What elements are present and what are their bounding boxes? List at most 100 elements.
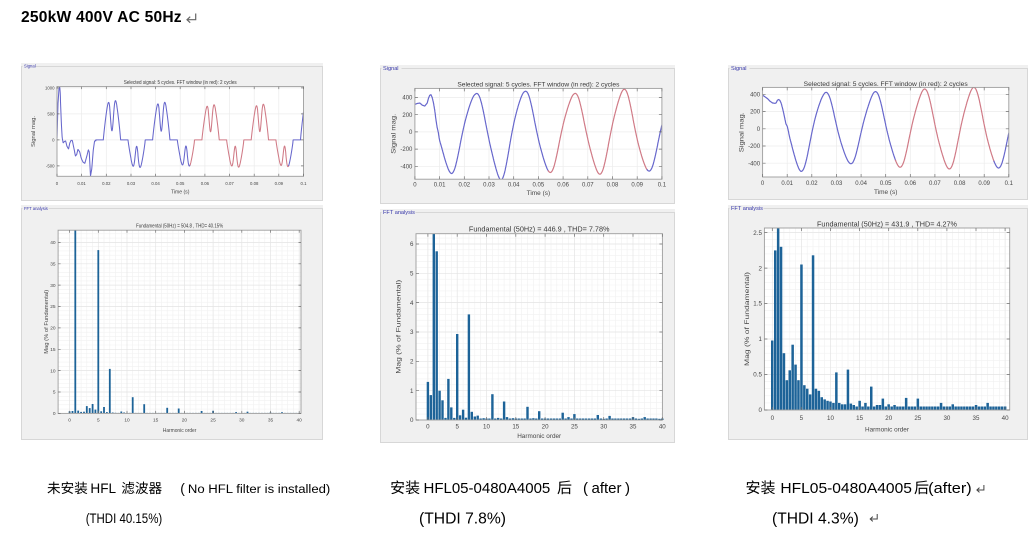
svg-text:FFT analysis: FFT analysis xyxy=(24,206,48,211)
svg-text:Signal mag.: Signal mag. xyxy=(391,114,398,154)
svg-text:35: 35 xyxy=(973,415,980,422)
svg-text:0: 0 xyxy=(409,130,413,136)
svg-text:Selected signal: 5 cycles. FFT: Selected signal: 5 cycles. FFT window (i… xyxy=(804,81,968,88)
svg-text:400: 400 xyxy=(750,92,761,98)
svg-text:0.05: 0.05 xyxy=(176,181,185,186)
svg-text:0: 0 xyxy=(52,137,55,142)
svg-text:0.02: 0.02 xyxy=(102,181,111,186)
svg-text:Mag (% of Fundamental): Mag (% of Fundamental) xyxy=(44,290,50,354)
svg-text:40: 40 xyxy=(1002,415,1009,422)
svg-text:2.5: 2.5 xyxy=(753,230,762,237)
svg-text:0: 0 xyxy=(761,181,765,187)
svg-text:0.04: 0.04 xyxy=(855,181,867,187)
svg-text:15: 15 xyxy=(50,347,56,353)
svg-text:HFL: HFL xyxy=(90,481,116,496)
svg-text:0.06: 0.06 xyxy=(557,182,569,188)
svg-text:Selected signal: 5 cycles. FFT: Selected signal: 5 cycles. FFT window (i… xyxy=(124,80,237,86)
svg-text:0: 0 xyxy=(757,127,761,133)
svg-text:-200: -200 xyxy=(400,147,413,153)
svg-text:15: 15 xyxy=(153,418,159,424)
svg-text:5: 5 xyxy=(410,271,414,278)
svg-text:10: 10 xyxy=(827,415,834,422)
svg-text:Harmonic order: Harmonic order xyxy=(163,428,197,434)
svg-text:Signal mag.: Signal mag. xyxy=(739,112,746,152)
svg-text:0.09: 0.09 xyxy=(978,181,990,187)
svg-text:0.03: 0.03 xyxy=(831,181,843,187)
svg-text:(THDI 7.8%): (THDI 7.8%) xyxy=(419,510,506,527)
svg-text:200: 200 xyxy=(750,110,761,116)
svg-text:0: 0 xyxy=(771,415,775,422)
svg-text:35: 35 xyxy=(50,261,56,267)
svg-text:40: 40 xyxy=(297,418,303,424)
svg-text:0.06: 0.06 xyxy=(904,181,916,187)
svg-text:6: 6 xyxy=(410,241,414,248)
svg-text:FFT analysis: FFT analysis xyxy=(383,210,415,216)
svg-text:Signal: Signal xyxy=(383,66,399,72)
svg-text:-400: -400 xyxy=(748,161,761,167)
svg-text:Mag (% of Fundamental): Mag (% of Fundamental) xyxy=(744,272,751,366)
svg-text:0.09: 0.09 xyxy=(275,181,284,186)
svg-text:20: 20 xyxy=(182,418,188,424)
svg-text:0.07: 0.07 xyxy=(929,181,941,187)
svg-text:40: 40 xyxy=(659,424,666,431)
svg-text:0.02: 0.02 xyxy=(806,181,818,187)
svg-text:0.5: 0.5 xyxy=(753,372,762,379)
svg-text:0.09: 0.09 xyxy=(631,182,643,188)
svg-text:0.05: 0.05 xyxy=(533,182,545,188)
svg-text:0.04: 0.04 xyxy=(151,181,160,186)
svg-text:(after): (after) xyxy=(928,480,972,497)
svg-text:30: 30 xyxy=(943,415,950,422)
svg-text:400: 400 xyxy=(402,96,413,102)
svg-text:10: 10 xyxy=(50,368,56,374)
svg-text:0: 0 xyxy=(426,424,430,431)
svg-text:2: 2 xyxy=(410,359,414,366)
svg-text:Fundamental (50Hz) = 446.9 , T: Fundamental (50Hz) = 446.9 , THD= 7.78% xyxy=(469,226,610,234)
svg-text:0.07: 0.07 xyxy=(225,181,234,186)
svg-text:25: 25 xyxy=(571,424,578,431)
svg-text:(: ( xyxy=(583,480,588,497)
svg-text:Fundamental (50Hz) = 431.9 , T: Fundamental (50Hz) = 431.9 , THD= 4.27% xyxy=(817,220,958,228)
svg-text:FFT analysis: FFT analysis xyxy=(731,206,763,212)
svg-text:30: 30 xyxy=(50,283,56,289)
svg-text:Mag (% of Fundamental): Mag (% of Fundamental) xyxy=(396,280,403,374)
svg-text:10: 10 xyxy=(124,418,130,424)
svg-text:0.1: 0.1 xyxy=(1005,181,1014,187)
svg-text:10: 10 xyxy=(483,424,490,431)
svg-text:20: 20 xyxy=(50,326,56,332)
svg-text:0.03: 0.03 xyxy=(483,182,495,188)
svg-text:0.02: 0.02 xyxy=(458,182,470,188)
svg-text:0: 0 xyxy=(413,182,417,188)
svg-text:0.08: 0.08 xyxy=(607,182,619,188)
svg-text:25: 25 xyxy=(210,418,216,424)
svg-text:5: 5 xyxy=(455,424,459,431)
svg-text:200: 200 xyxy=(402,113,413,119)
svg-text:0: 0 xyxy=(68,418,71,424)
svg-text:1: 1 xyxy=(758,336,762,343)
svg-text:1: 1 xyxy=(410,388,414,395)
svg-text:15: 15 xyxy=(512,424,519,431)
svg-text:30: 30 xyxy=(239,418,245,424)
svg-text:0: 0 xyxy=(56,181,59,186)
svg-text:0.1: 0.1 xyxy=(301,181,308,186)
svg-text:0.04: 0.04 xyxy=(508,182,520,188)
svg-text:4: 4 xyxy=(410,300,414,307)
svg-text:0.01: 0.01 xyxy=(77,181,86,186)
svg-text:0.01: 0.01 xyxy=(781,181,793,187)
svg-text:Harmonic order: Harmonic order xyxy=(865,427,910,434)
svg-text:25: 25 xyxy=(914,415,921,422)
svg-text:): ) xyxy=(625,480,630,497)
svg-text:1000: 1000 xyxy=(45,85,55,90)
svg-text:Signal: Signal xyxy=(24,64,36,69)
svg-text:0: 0 xyxy=(758,407,762,414)
svg-text:-400: -400 xyxy=(400,164,413,170)
svg-text:HFL05-0480A4005: HFL05-0480A4005 xyxy=(780,480,912,497)
svg-text:0.08: 0.08 xyxy=(954,181,966,187)
svg-text:5: 5 xyxy=(800,415,804,422)
svg-text:Harmonic order: Harmonic order xyxy=(517,433,562,440)
svg-text:30: 30 xyxy=(600,424,607,431)
svg-text:(THDI 40.15%): (THDI 40.15%) xyxy=(86,510,163,526)
svg-text:35: 35 xyxy=(630,424,637,431)
svg-text:3: 3 xyxy=(410,329,414,336)
svg-text:Selected signal: 5 cycles. FFT: Selected signal: 5 cycles. FFT window (i… xyxy=(457,81,619,88)
svg-text:Time (s): Time (s) xyxy=(171,189,190,195)
